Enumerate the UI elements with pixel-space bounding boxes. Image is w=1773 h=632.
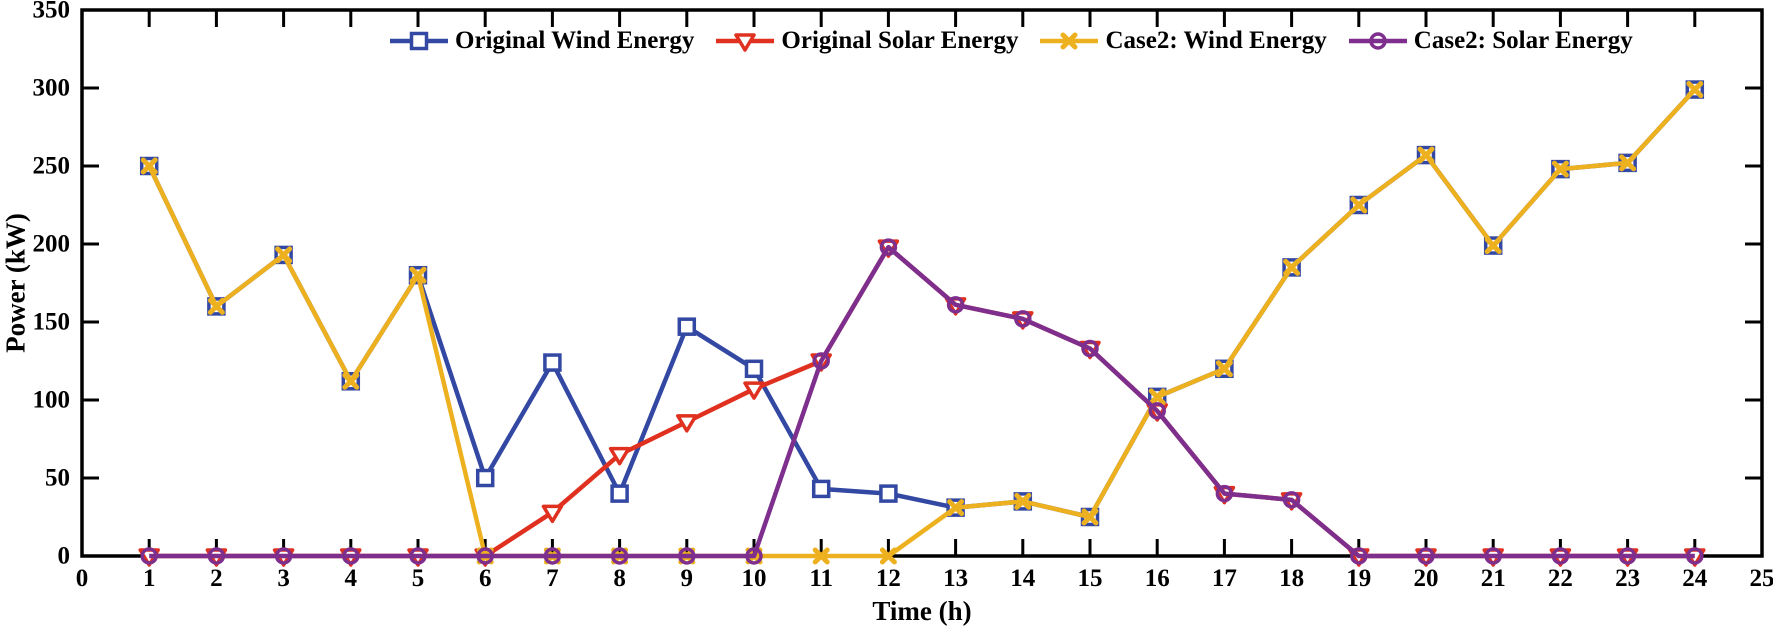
svg-text:1: 1 [143, 565, 156, 592]
svg-text:2: 2 [210, 565, 223, 592]
svg-text:200: 200 [33, 231, 71, 258]
svg-text:10: 10 [742, 565, 767, 592]
svg-text:18: 18 [1279, 565, 1304, 592]
chart-legend: Original Wind Energy Original Solar Ener… [388, 27, 1633, 55]
legend-label-case2-solar: Case2: Solar Energy [1413, 27, 1633, 54]
x-axis-title: Time (h) [872, 596, 972, 626]
svg-text:17: 17 [1212, 565, 1237, 592]
svg-text:7: 7 [546, 565, 559, 592]
legend-item-case2-wind: Case2: Wind Energy [1038, 27, 1327, 55]
svg-text:19: 19 [1346, 565, 1371, 592]
svg-text:3: 3 [277, 565, 290, 592]
svg-text:15: 15 [1078, 565, 1103, 592]
legend-item-original-wind: Original Wind Energy [388, 27, 694, 55]
case2-wind-marker-icon [1040, 32, 1099, 50]
svg-text:12: 12 [876, 565, 901, 592]
legend-label-case2-wind: Case2: Wind Energy [1105, 27, 1327, 54]
svg-text:100: 100 [33, 387, 71, 414]
case2-solar-marker-icon [1348, 32, 1407, 50]
svg-text:22: 22 [1548, 565, 1573, 592]
svg-text:21: 21 [1481, 565, 1506, 592]
svg-text:24: 24 [1682, 565, 1708, 592]
svg-text:6: 6 [479, 565, 492, 592]
svg-text:0: 0 [58, 543, 71, 570]
legend-item-case2-solar: Case2: Solar Energy [1347, 27, 1633, 55]
svg-text:4: 4 [345, 565, 358, 592]
svg-text:350: 350 [33, 0, 71, 24]
svg-text:23: 23 [1615, 565, 1640, 592]
svg-text:13: 13 [943, 565, 968, 592]
legend-item-original-solar: Original Solar Energy [714, 27, 1018, 55]
y-axis-title: Power (kW) [0, 213, 31, 353]
svg-text:300: 300 [33, 75, 71, 102]
legend-label-original-solar: Original Solar Energy [781, 27, 1019, 54]
svg-text:0: 0 [76, 565, 89, 592]
svg-text:250: 250 [33, 153, 71, 180]
svg-text:11: 11 [809, 565, 833, 592]
svg-text:16: 16 [1145, 565, 1170, 592]
svg-text:14: 14 [1010, 565, 1036, 592]
svg-text:50: 50 [45, 465, 70, 492]
svg-text:8: 8 [613, 565, 626, 592]
original-wind-marker-icon [390, 31, 448, 51]
svg-text:5: 5 [412, 565, 425, 592]
svg-text:25: 25 [1750, 565, 1773, 592]
legend-label-original-wind: Original Wind Energy [455, 27, 695, 54]
svg-text:20: 20 [1414, 565, 1439, 592]
svg-text:150: 150 [33, 309, 71, 336]
svg-text:9: 9 [681, 565, 694, 592]
original-solar-marker-icon [716, 33, 775, 52]
